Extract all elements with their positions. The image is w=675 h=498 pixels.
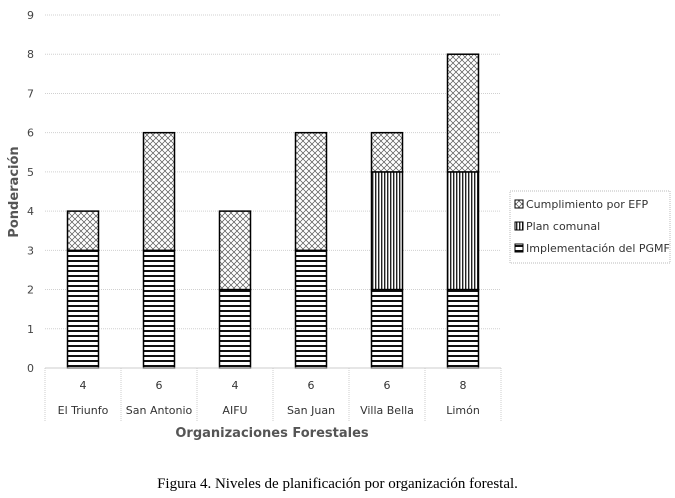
legend-label: Plan comunal [526,220,600,233]
y-tick-label: 5 [27,166,34,179]
bar-segment-horizontal [294,249,328,369]
y-tick-label: 3 [27,244,34,257]
y-axis-title: Ponderación [7,146,22,237]
total-label: 4 [232,379,239,392]
legend-label: Implementación del PGMF [526,242,670,255]
total-label: 8 [460,379,467,392]
y-tick-label: 9 [27,9,34,22]
x-tick-label: Limón [446,404,480,417]
legend-box [509,190,671,264]
bar-segment-crosshatch [66,210,100,252]
bar-segment-horizontal [446,288,480,369]
figure-caption: Figura 4. Niveles de planificación por o… [157,476,518,492]
y-tick-label: 8 [27,48,34,61]
total-label: 6 [384,379,391,392]
bar-segment-crosshatch [294,131,328,252]
legend-label: Cumplimiento por EFP [526,198,649,211]
x-tick-label: San Antonio [126,404,193,417]
y-tick-label: 1 [27,323,34,336]
y-tick-label: 4 [27,205,34,218]
bar-segment-vertical [446,171,480,291]
x-tick-label: Villa Bella [360,404,414,417]
bar-segment-horizontal [218,288,252,369]
bar-segment-crosshatch [370,131,404,173]
y-tick-label: 7 [27,87,34,100]
total-label: 6 [156,379,163,392]
x-tick-label: AIFU [222,404,247,417]
bar-segment-horizontal [370,288,404,369]
y-tick-label: 6 [27,127,34,140]
x-axis-title: Organizaciones Forestales [175,426,369,441]
total-label: 4 [80,379,87,392]
total-label: 6 [308,379,315,392]
stacked-bar-chart: 0 1 2 3 4 5 6 7 8 9 Ponderación 4 El Triunfo 6 San An… [7,9,671,441]
y-tick-label: 2 [27,284,34,297]
bar-segment-vertical [370,171,404,291]
y-tick-label: 0 [27,362,34,375]
bar-segment-horizontal [142,249,176,369]
bar-segment-crosshatch [446,53,480,173]
x-tick-label: San Juan [287,404,335,417]
x-tick-label: El Triunfo [58,404,109,417]
legend-swatch-crosshatch [514,199,524,209]
legend-swatch-horizontal [514,243,524,253]
legend-swatch-vertical [514,221,524,231]
bar-segment-crosshatch [142,131,176,252]
bar-segment-crosshatch [218,210,252,291]
bar-segment-horizontal [66,249,100,369]
